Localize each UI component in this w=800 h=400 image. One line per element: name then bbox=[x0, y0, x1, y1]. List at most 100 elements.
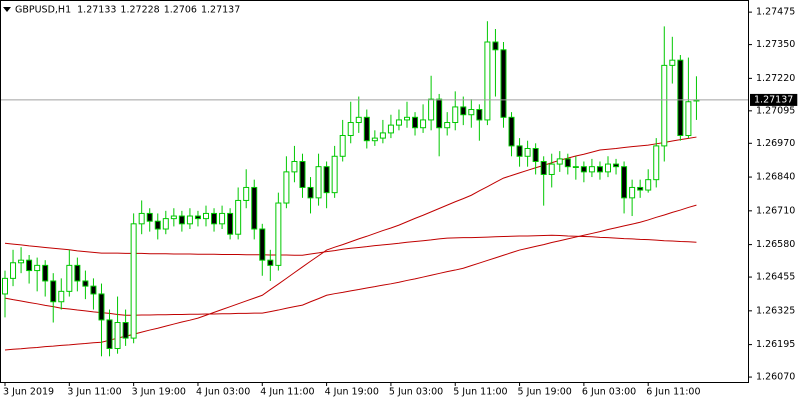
y-tick-label: 1.26195 bbox=[756, 339, 795, 350]
candle-body bbox=[613, 163, 620, 168]
candle-body bbox=[243, 186, 250, 201]
plot-border bbox=[0, 0, 749, 383]
last-price-box bbox=[750, 93, 798, 106]
candle-body bbox=[10, 262, 17, 279]
candle-body bbox=[540, 160, 547, 175]
candle-body bbox=[379, 132, 386, 139]
y-tick-label: 1.26455 bbox=[756, 272, 795, 283]
candle-body bbox=[90, 285, 97, 295]
candle-body bbox=[186, 215, 193, 225]
x-tick-label: 5 Jun 03:00 bbox=[389, 387, 443, 398]
candle-body bbox=[74, 264, 81, 282]
candle-body bbox=[532, 147, 539, 162]
candle-body bbox=[444, 122, 451, 129]
close-value: 1.27137 bbox=[201, 5, 240, 16]
candle-body bbox=[621, 166, 628, 199]
candle-body bbox=[275, 202, 282, 266]
candle-body bbox=[227, 212, 234, 235]
collapse-icon[interactable] bbox=[3, 7, 11, 12]
symbol: GBPUSD,H1 bbox=[15, 5, 71, 16]
candle-body bbox=[476, 109, 483, 121]
candle-body bbox=[203, 212, 209, 220]
candle-body bbox=[363, 116, 370, 142]
candle-body bbox=[146, 212, 153, 222]
candle-body bbox=[194, 215, 201, 220]
y-tick-label: 1.26325 bbox=[756, 305, 795, 316]
candle-body bbox=[580, 166, 587, 173]
candle-body bbox=[219, 212, 226, 225]
candle-body bbox=[291, 160, 298, 173]
x-tick-label: 3 Jun 19:00 bbox=[132, 387, 186, 398]
x-tick-label: 4 Jun 03:00 bbox=[196, 387, 250, 398]
candle-body bbox=[170, 215, 177, 220]
y-tick-label: 1.27350 bbox=[756, 39, 795, 50]
plot-area bbox=[0, 21, 748, 357]
candle-body bbox=[404, 116, 410, 121]
candle-body bbox=[556, 158, 563, 165]
candle-body bbox=[307, 186, 314, 199]
candle-body bbox=[596, 166, 603, 173]
candle-body bbox=[645, 179, 652, 191]
candle-body bbox=[42, 264, 49, 282]
x-tick-label: 3 Jun 11:00 bbox=[67, 387, 121, 398]
candle-body bbox=[267, 259, 274, 266]
candle-body bbox=[211, 212, 218, 225]
candle-body bbox=[283, 171, 290, 204]
candle-body bbox=[661, 64, 668, 147]
candle-body bbox=[412, 116, 419, 129]
candle-body bbox=[564, 158, 571, 168]
y-tick-label: 1.27095 bbox=[756, 105, 795, 116]
candle-body bbox=[428, 98, 435, 121]
candle-body bbox=[66, 264, 73, 292]
candle-body bbox=[460, 106, 467, 116]
y-tick-label: 1.26580 bbox=[756, 239, 795, 250]
candle-body bbox=[34, 264, 41, 272]
candle-body bbox=[299, 160, 306, 188]
last-price-label: 1.27137 bbox=[754, 94, 793, 105]
candle-body bbox=[82, 280, 89, 287]
x-tick-label: 5 Jun 19:00 bbox=[518, 387, 572, 398]
x-tick-label: 6 Jun 11:00 bbox=[646, 387, 700, 398]
candle-body bbox=[637, 186, 644, 191]
candle-body bbox=[588, 166, 595, 173]
candle-body bbox=[18, 259, 25, 264]
candle-body bbox=[387, 124, 394, 134]
candle-body bbox=[548, 163, 555, 175]
candle-body bbox=[58, 290, 65, 303]
low-value: 1.2706 bbox=[164, 5, 197, 16]
moving-average bbox=[4, 234, 697, 256]
candle-body bbox=[122, 322, 129, 339]
candle-body bbox=[420, 119, 427, 129]
y-tick-label: 1.26970 bbox=[756, 138, 795, 149]
candle-body bbox=[516, 145, 523, 157]
candle-body bbox=[50, 280, 57, 303]
candle-body bbox=[572, 166, 579, 168]
x-tick-label: 4 Jun 19:00 bbox=[325, 387, 379, 398]
open-value: 1.27133 bbox=[77, 5, 116, 16]
x-tick-label: 5 Jun 11:00 bbox=[453, 387, 507, 398]
candle-body bbox=[114, 322, 121, 349]
candle-body bbox=[629, 186, 636, 199]
candle-body bbox=[371, 137, 378, 142]
candle-body bbox=[669, 59, 676, 66]
candle-body bbox=[235, 199, 242, 235]
candle-body bbox=[452, 106, 459, 124]
y-tick-label: 1.26710 bbox=[756, 205, 795, 216]
candle-body bbox=[468, 109, 475, 116]
candle-body bbox=[98, 293, 105, 321]
candle-body bbox=[492, 41, 499, 51]
candle-body bbox=[436, 98, 443, 129]
candle-body bbox=[395, 119, 402, 126]
header: GBPUSD,H1 1.27133 1.27228 1.2706 1.27137 bbox=[15, 5, 240, 16]
moving-average bbox=[4, 204, 697, 316]
y-tick-label: 1.27475 bbox=[756, 7, 795, 18]
candle-body bbox=[2, 277, 8, 295]
candle-body bbox=[106, 319, 113, 349]
candle-body bbox=[251, 186, 258, 230]
candle-body bbox=[484, 41, 491, 121]
candle-body bbox=[347, 122, 354, 137]
candle-body bbox=[315, 166, 322, 199]
candle-body bbox=[685, 101, 692, 137]
